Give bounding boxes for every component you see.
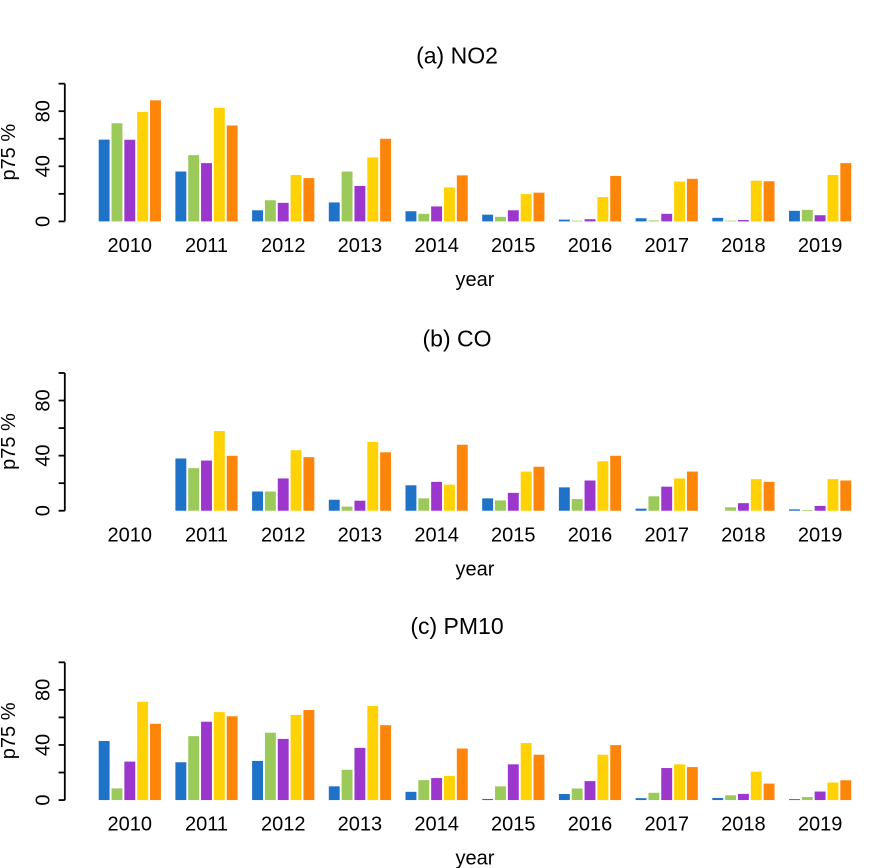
- svg-text:2015: 2015: [491, 814, 536, 836]
- svg-text:0: 0: [32, 216, 54, 227]
- svg-text:2016: 2016: [568, 235, 613, 257]
- svg-text:80: 80: [32, 100, 54, 122]
- svg-text:2018: 2018: [721, 235, 766, 257]
- svg-text:2012: 2012: [261, 235, 306, 257]
- svg-text:2010: 2010: [108, 524, 153, 546]
- svg-text:2017: 2017: [644, 814, 689, 836]
- svg-text:2012: 2012: [261, 814, 306, 836]
- svg-text:2014: 2014: [414, 235, 459, 257]
- svg-text:2014: 2014: [414, 524, 459, 546]
- svg-text:40: 40: [32, 734, 54, 756]
- svg-text:2018: 2018: [721, 814, 766, 836]
- svg-text:2017: 2017: [644, 235, 689, 257]
- svg-text:2011: 2011: [185, 524, 228, 546]
- svg-text:80: 80: [32, 389, 54, 411]
- svg-text:2019: 2019: [798, 814, 843, 836]
- svg-text:p75 %: p75 %: [0, 124, 20, 181]
- svg-text:2013: 2013: [338, 235, 383, 257]
- svg-text:2019: 2019: [798, 524, 843, 546]
- svg-text:2013: 2013: [338, 524, 383, 546]
- svg-text:0: 0: [32, 795, 54, 806]
- svg-text:2014: 2014: [414, 814, 459, 836]
- svg-text:2016: 2016: [568, 814, 613, 836]
- svg-text:40: 40: [32, 155, 54, 177]
- svg-text:year: year: [456, 269, 495, 291]
- svg-text:2019: 2019: [798, 235, 843, 257]
- svg-text:2011: 2011: [185, 235, 228, 257]
- svg-text:2018: 2018: [721, 524, 766, 546]
- svg-text:p75 %: p75 %: [0, 702, 20, 759]
- svg-text:2011: 2011: [185, 814, 228, 836]
- svg-text:2017: 2017: [644, 524, 689, 546]
- svg-text:2016: 2016: [568, 524, 613, 546]
- svg-text:2015: 2015: [491, 524, 536, 546]
- svg-text:(c) PM10: (c) PM10: [410, 613, 503, 639]
- svg-text:2012: 2012: [261, 524, 306, 546]
- svg-text:2010: 2010: [108, 235, 153, 257]
- svg-text:(a) NO2: (a) NO2: [416, 43, 498, 69]
- svg-text:0: 0: [32, 505, 54, 516]
- svg-text:2010: 2010: [108, 814, 153, 836]
- svg-text:2015: 2015: [491, 235, 536, 257]
- svg-text:year: year: [456, 848, 495, 868]
- svg-text:year: year: [456, 558, 495, 580]
- svg-text:p75 %: p75 %: [0, 413, 20, 470]
- svg-text:(b) CO: (b) CO: [423, 326, 492, 352]
- svg-text:80: 80: [32, 679, 54, 701]
- svg-text:40: 40: [32, 445, 54, 467]
- svg-text:2013: 2013: [338, 814, 383, 836]
